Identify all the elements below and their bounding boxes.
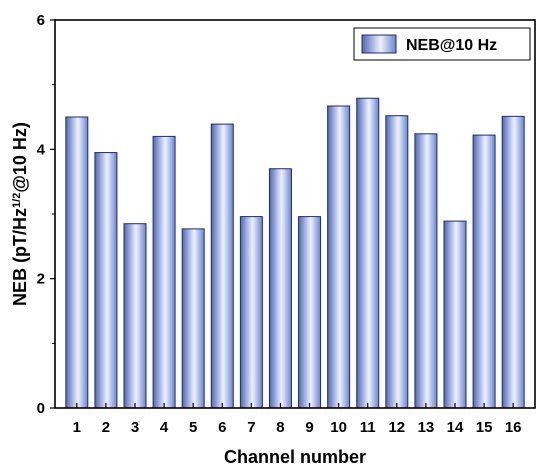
y-axis-title-prefix: NEB (pT/Hz	[10, 208, 30, 306]
y-tick-label: 6	[37, 12, 45, 29]
bar-channel-11	[356, 97, 380, 409]
bar-channel-12	[385, 115, 409, 409]
bar-channel-10	[327, 105, 351, 409]
bar-channel-5	[181, 228, 205, 409]
legend: NEB@10 Hz	[353, 27, 531, 61]
x-axis-ticks: 1 2 3 4 5 6 7 8 9 10 11 12 13 14 15 16	[73, 403, 522, 436]
bar-channel-7	[239, 216, 263, 409]
x-tick-label: 4	[160, 419, 169, 436]
y-axis-title-suffix: @10 Hz)	[10, 122, 30, 193]
x-tick-label: 1	[73, 419, 81, 436]
bar-channel-4	[152, 135, 176, 409]
bar-channel-6	[210, 123, 234, 409]
x-tick-label: 14	[447, 419, 464, 436]
bar-channel-2	[94, 152, 118, 409]
bar-channel-15	[472, 134, 496, 409]
x-tick-label: 10	[330, 419, 347, 436]
bar-channel-14	[443, 220, 467, 409]
bar-channel-13	[414, 133, 438, 409]
x-tick-label: 12	[388, 419, 405, 436]
bar-channel-9	[298, 216, 322, 409]
plot-frame	[54, 19, 536, 409]
y-tick-label: 4	[37, 141, 46, 158]
x-tick-label: 6	[218, 419, 226, 436]
x-tick-label: 9	[305, 419, 313, 436]
y-axis-ticks: 0 2 4 6	[37, 12, 55, 417]
x-tick-label: 11	[360, 419, 376, 436]
y-axis-title: NEB (pT/Hz1/2@10 Hz)	[10, 122, 30, 306]
bar-channel-3	[123, 223, 147, 409]
x-tick-label: 13	[418, 419, 435, 436]
legend-label: NEB@10 Hz	[406, 37, 497, 54]
bar-group	[65, 97, 525, 409]
legend-swatch	[361, 34, 397, 54]
x-tick-label: 15	[476, 419, 493, 436]
bar-channel-16	[501, 115, 525, 409]
y-tick-label: 2	[37, 271, 45, 288]
bar-channel-1	[65, 116, 89, 409]
y-tick-label: 0	[37, 400, 45, 417]
x-tick-label: 5	[189, 419, 197, 436]
x-tick-label: 16	[505, 419, 522, 436]
x-tick-label: 2	[102, 419, 110, 436]
y-axis-title-superscript: 1/2	[11, 193, 23, 208]
x-tick-label: 3	[131, 419, 139, 436]
x-tick-label: 8	[276, 419, 284, 436]
x-tick-label: 7	[247, 419, 255, 436]
bar-channel-8	[268, 168, 292, 409]
x-axis-title: Channel number	[224, 447, 366, 467]
